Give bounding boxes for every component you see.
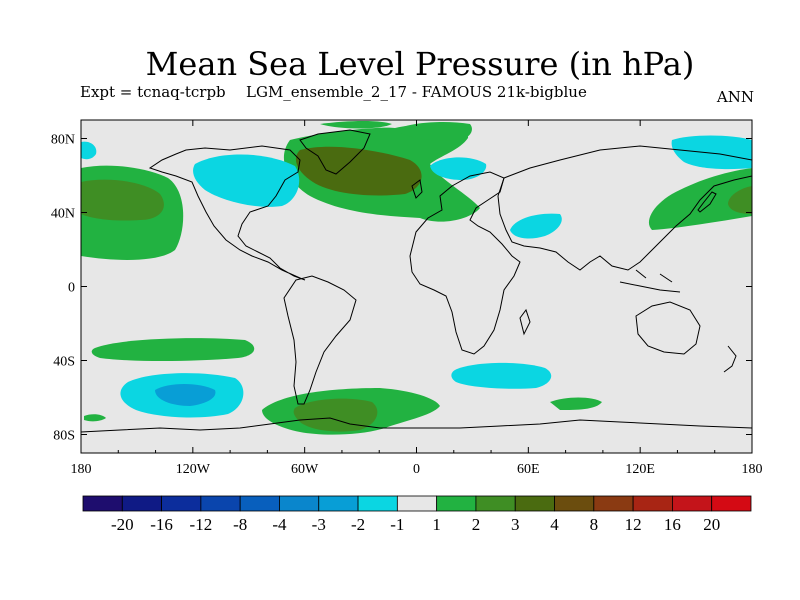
antarctica-coast [81,417,752,433]
colorbar-swatch [672,495,713,512]
new-zealand-coast [723,345,737,373]
colorbar-swatch [82,495,123,512]
south-pacific-high-region [91,338,255,361]
season-label: ANN [716,88,754,106]
colorbar-swatch [436,495,477,512]
uk-coast [411,179,423,199]
y-tick-label: 40N [51,207,75,222]
colorbar-label: 12 [625,515,642,534]
colorbar-swatch [593,495,634,512]
experiment-label: Expt = tcnaq-tcrpb [80,83,226,101]
madagascar-coast [519,308,531,336]
colorbar-swatch [554,495,595,512]
colorbar-label: -2 [351,515,365,534]
alaska-low-region [81,141,97,160]
colorbar-label: 16 [664,515,681,534]
y-tick-label: 80N [51,133,75,148]
colorbar-swatch [161,495,202,512]
southern-indian-high-region [550,397,602,410]
colorbar-swatch [632,495,673,512]
north-america-coast [148,145,306,281]
japan-coast [697,191,717,213]
x-tick-label: 180 [742,462,763,477]
colorbar-label: -4 [272,515,287,534]
arctic-strip-region [320,121,392,129]
north-pacific-core-region [81,179,164,221]
north-america-low-region [193,154,300,207]
colorbar-swatch [514,495,555,512]
colorbar-label: -20 [111,515,134,534]
south-america-coast [283,275,357,405]
colorbar-label: -1 [390,515,404,534]
siberia-low-region [671,135,752,170]
anomaly-fields [81,121,752,435]
colorbar-swatch [200,495,241,512]
colorbar-label: -8 [233,515,247,534]
north-atlantic-core-region [295,146,422,196]
australia-coast [635,301,701,355]
colorbar-label: -16 [150,515,173,534]
weddell-high-core-region [293,398,378,432]
colorbar: -20 -16 -12 -8 -4 -3 -2 -1 1 2 3 4 8 12 16 20 [82,495,752,534]
indian-ocean-low-region [451,362,552,389]
nw-pacific-core-region [728,186,752,214]
colorbar-swatch [121,495,162,512]
colorbar-swatch [711,495,752,512]
map-title: Mean Sea Level Pressure (in hPa) [145,45,695,83]
colorbar-label: 2 [472,515,481,534]
axis-ticks: 180 120W 60W 0 60E 120E 180 80N 40N 0 40S 80S [51,120,763,477]
x-tick-label: 60E [517,462,540,477]
indonesia-coast [619,269,681,293]
colorbar-label: 3 [511,515,520,534]
x-tick-label: 60W [291,462,319,477]
colorbar-label: -3 [312,515,326,534]
colorbar-swatch [475,495,516,512]
colorbar-swatch [279,495,320,512]
colorbar-swatch [318,495,359,512]
ross-high-region [84,414,106,422]
x-tick-label: 120E [625,462,655,477]
colorbar-label: 1 [432,515,441,534]
greenland-coast [299,129,371,175]
colorbar-swatch [239,495,280,512]
coastlines [81,129,752,433]
middle-east-low-region [510,213,562,239]
colorbar-label: 4 [550,515,559,534]
x-tick-label: 180 [71,462,92,477]
south-pacific-low-core-region [155,384,216,406]
colorbar-label: -12 [190,515,213,534]
y-tick-label: 0 [68,281,75,296]
colorbar-swatch [357,495,398,512]
asia-coast [497,145,752,271]
x-tick-label: 120W [176,462,211,477]
scandinavia-low-region [430,157,487,180]
x-tick-label: 0 [413,462,420,477]
run-label: LGM_ensemble_2_17 - FAMOUS 21k-bigblue [246,83,587,101]
y-tick-label: 80S [53,429,75,444]
y-tick-label: 40S [53,355,75,370]
arctic-high-region [395,122,472,141]
europe-africa-coast [409,171,521,355]
colorbar-label: 8 [590,515,599,534]
colorbar-swatch [396,495,438,512]
colorbar-label: 20 [703,515,720,534]
